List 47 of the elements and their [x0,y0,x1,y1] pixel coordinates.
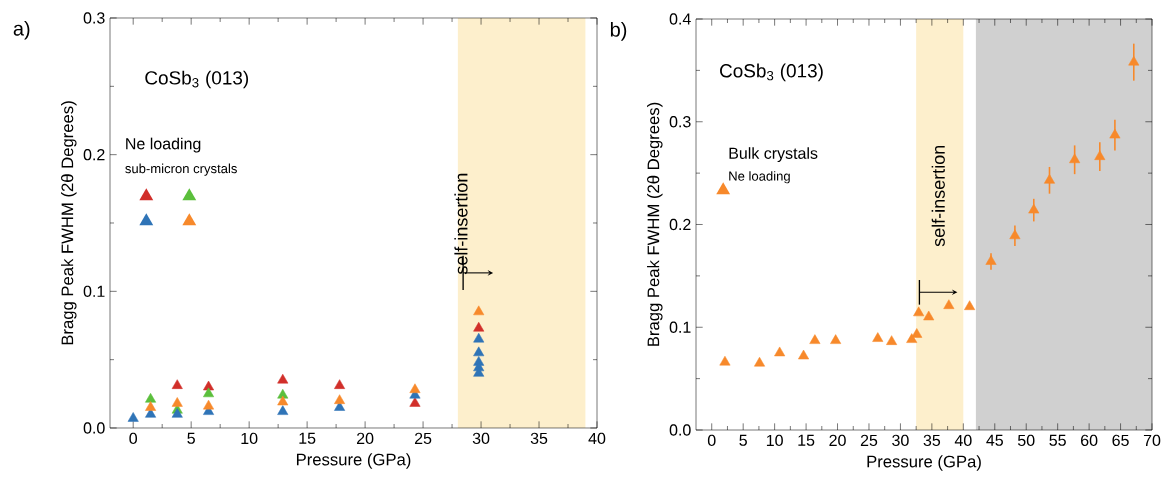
y-axis-title: Bragg Peak FWHM (2θ Degrees) [647,102,663,346]
x-tick-label: 40 [588,432,606,445]
text: b) [610,22,627,41]
y-tick-label: 0.3 [83,12,105,24]
y-tick-label: 0.0 [83,422,105,434]
x-tick-label: 25 [414,432,432,445]
x-tick-label: 15 [798,434,815,446]
y-axis-title: Bragg Peak FWHM (2θ Degrees) [61,101,77,345]
x-tick-label: 5 [739,434,747,446]
y-tick-label: 0.1 [83,285,105,297]
x-tick-label: 55 [1049,434,1066,446]
x-tick-label: 0 [129,432,138,445]
x-tick-label: 15 [299,432,316,444]
y-tick-label: 0.1 [669,321,691,333]
x-tick-label: 65 [1112,434,1129,447]
y-tick-label: 0.2 [83,149,105,161]
text: a) [13,20,30,40]
annotation: sub-micron crystals [125,163,237,176]
x-tick-label: 60 [1081,434,1098,447]
x-tick-label: 50 [1017,434,1035,447]
x-tick-label: 10 [766,434,783,447]
annotation: Bulk crystals [729,147,818,163]
y-tick-label: 0.3 [669,116,691,128]
x-tick-label: 10 [241,432,258,445]
x-axis-title: Pressure (GPa) [296,453,411,469]
x-tick-label: 0 [707,434,716,447]
x-tick-label: 40 [954,434,972,447]
annotation: Ne loading [729,171,790,184]
x-tick-label: 5 [187,432,195,444]
x-tick-label: 35 [530,432,548,445]
x-tick-label: 20 [356,432,374,445]
y-tick-label: 0.4 [669,13,691,25]
annotation: CoSb$_{3}$ (013) [720,63,823,82]
annotation: CoSb$_{3}$ (013) [145,70,249,89]
x-tick-label: 45 [986,434,1003,446]
y-tick-label: 0.0 [669,424,691,436]
x-tick-label: 30 [472,432,490,445]
x-tick-label: 20 [829,434,846,447]
x-tick-label: 35 [923,434,941,447]
y-tick-label: 0.2 [669,218,691,231]
x-tick-label: 25 [860,434,878,447]
x-tick-label: 70 [1143,434,1161,447]
band-label: self-insertion [931,145,945,247]
x-tick-label: 30 [892,434,909,447]
annotation: Ne loading [126,137,201,153]
band-label: self-insertion [454,173,468,275]
x-axis-title: Pressure (GPa) [867,455,981,471]
